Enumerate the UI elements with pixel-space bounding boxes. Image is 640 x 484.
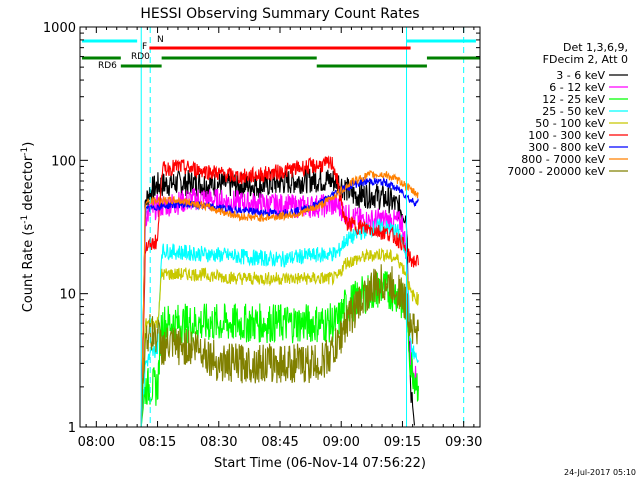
legend-label-5: 100 - 300 keV bbox=[528, 129, 605, 142]
legend-header-line-2: FDecim 2, Att 0 bbox=[543, 53, 628, 66]
series-line-1 bbox=[140, 188, 419, 428]
legend-label-7: 800 - 7000 keV bbox=[521, 153, 605, 166]
x-tick-label-0: 08:00 bbox=[78, 435, 115, 450]
series-line-0 bbox=[140, 166, 416, 428]
legend-label-3: 25 - 50 keV bbox=[542, 105, 605, 118]
vertical-markers bbox=[140, 27, 465, 427]
status-label-rd0: RD0 bbox=[131, 52, 150, 62]
chart-title: HESSI Observing Summary Count Rates bbox=[140, 6, 419, 22]
series-line-4 bbox=[140, 247, 419, 428]
x-axis-label: Start Time (06-Nov-14 07:56:22) bbox=[214, 456, 426, 471]
legend-label-2: 12 - 25 keV bbox=[542, 93, 605, 106]
x-tick-label-3: 08:45 bbox=[261, 435, 298, 450]
timestamp: 24-Jul-2017 05:10 bbox=[564, 468, 636, 477]
x-tick-label-5: 09:15 bbox=[384, 435, 421, 450]
y-tick-label-0: 1 bbox=[68, 421, 76, 436]
legend: Det 1,3,6,9, FDecim 2, Att 0 3 - 6 keV6 … bbox=[507, 41, 628, 178]
x-tick-label-2: 08:30 bbox=[200, 435, 237, 450]
status-label-n: N bbox=[157, 35, 164, 45]
series-line-7 bbox=[140, 169, 419, 428]
y-tick-label-1: 10 bbox=[59, 288, 76, 303]
legend-label-6: 300 - 800 keV bbox=[528, 141, 605, 154]
axis-ticks: 08:00 08:15 08:30 08:45 09:00 09:15 09:30 1 10 10… bbox=[43, 21, 483, 450]
legend-label-8: 7000 - 20000 keV bbox=[507, 165, 605, 178]
y-tick-label-3: 1000 bbox=[43, 21, 76, 36]
x-tick-label-1: 08:15 bbox=[139, 435, 176, 450]
legend-label-0: 3 - 6 keV bbox=[556, 69, 605, 82]
status-label-rd6: RD6 bbox=[98, 61, 117, 71]
series-layer bbox=[140, 155, 419, 428]
series-line-3 bbox=[140, 218, 419, 428]
x-tick-label-4: 09:00 bbox=[322, 435, 359, 450]
legend-header-line-1: Det 1,3,6,9, bbox=[563, 41, 628, 54]
series-line-6 bbox=[140, 176, 419, 428]
legend-label-4: 50 - 100 keV bbox=[535, 117, 605, 130]
y-tick-label-2: 100 bbox=[51, 154, 76, 169]
y-axis-label: Count Rate (s-1 detector-1) bbox=[20, 142, 36, 313]
legend-label-1: 6 - 12 keV bbox=[549, 81, 605, 94]
x-tick-label-6: 09:30 bbox=[445, 435, 482, 450]
series-line-8 bbox=[140, 264, 419, 428]
series-line-5 bbox=[140, 155, 419, 428]
status-label-f: F bbox=[142, 42, 147, 52]
